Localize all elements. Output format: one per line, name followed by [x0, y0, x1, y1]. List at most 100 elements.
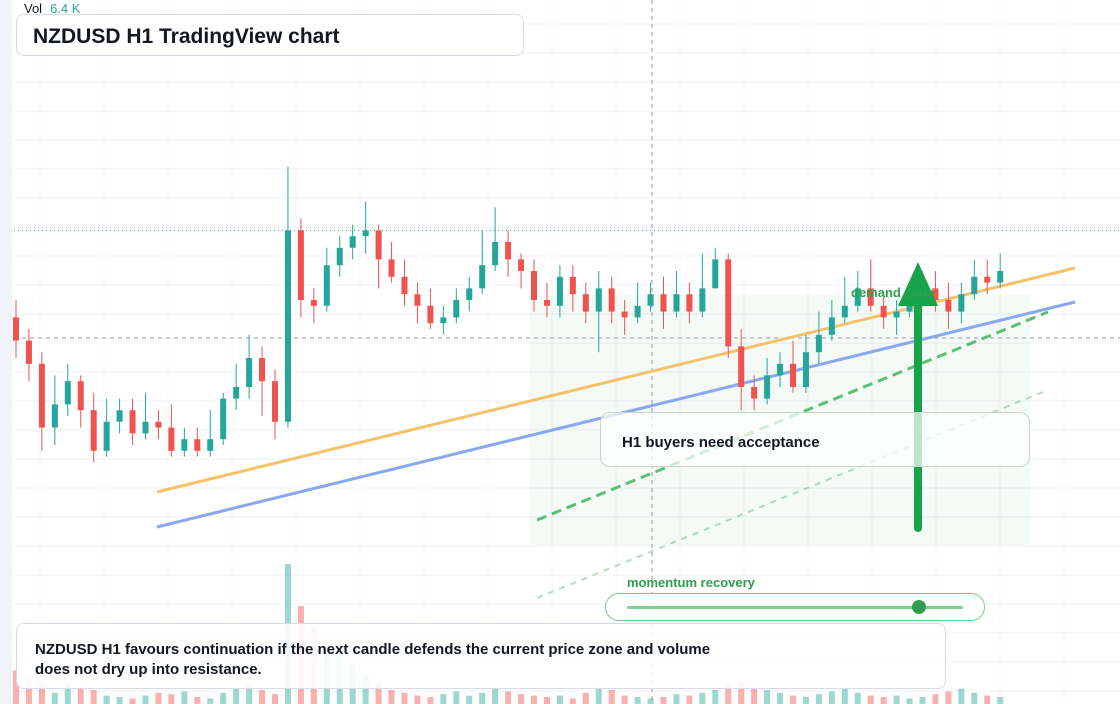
candle-body	[725, 259, 732, 347]
volume-bar	[945, 691, 952, 704]
candle-body	[90, 410, 97, 451]
candle-body	[336, 247, 343, 266]
volume-bar	[531, 695, 537, 704]
candle-body	[181, 439, 188, 451]
candle-body	[880, 305, 887, 318]
volume-bar	[777, 692, 784, 704]
momentum-knob[interactable]	[912, 600, 927, 614]
volume-bar	[103, 695, 110, 704]
momentum-bar	[627, 606, 963, 609]
volume-bar	[673, 694, 680, 704]
candle-body	[51, 404, 58, 428]
candle-body	[854, 288, 861, 306]
volume-bar	[880, 697, 887, 704]
candle-body	[608, 288, 615, 312]
candle-body	[25, 340, 32, 364]
candle-body	[349, 236, 356, 248]
candle-body	[634, 305, 641, 318]
candle-body	[660, 294, 667, 312]
volume-bar	[25, 678, 32, 704]
candle-body	[142, 421, 149, 434]
momentum-label: momentum recovery	[627, 575, 755, 590]
volume-bar	[259, 690, 266, 704]
candle-body	[647, 294, 654, 306]
volume-bar	[621, 695, 628, 704]
volume-bar	[712, 690, 719, 704]
volume-bar	[142, 695, 149, 704]
candle-body	[310, 300, 317, 306]
candle-body	[815, 334, 822, 353]
volume-bar	[414, 695, 421, 704]
volume-bar	[388, 690, 395, 704]
volume-value: 6.4 K	[50, 1, 81, 16]
candle-body	[841, 305, 848, 318]
candle-body	[997, 271, 1004, 283]
candle-body	[867, 288, 874, 306]
volume-bar	[932, 694, 939, 704]
volume-bar	[479, 692, 486, 704]
volume-bar	[51, 692, 58, 704]
candle-body	[971, 276, 978, 295]
candle-body	[284, 230, 291, 422]
candle-body	[38, 363, 45, 428]
volume-bar	[971, 692, 978, 704]
volume-bar	[168, 694, 175, 704]
candle-body	[543, 300, 550, 306]
candle-body	[958, 294, 965, 312]
candle-body	[323, 265, 330, 306]
candle-body	[246, 358, 253, 387]
volume-bar	[13, 670, 19, 704]
chart-title-box: NZDUSD H1 TradingView chart	[16, 14, 524, 56]
volume-bar	[64, 684, 71, 704]
volume-bar	[129, 698, 136, 704]
candle-body	[440, 317, 447, 324]
candle-body	[751, 387, 758, 399]
volume-bar	[595, 687, 602, 704]
volume-bar	[958, 688, 965, 704]
candle-body	[168, 427, 175, 451]
candle-body	[401, 276, 408, 295]
volume-bar	[77, 687, 84, 704]
callout-box: H1 buyers need acceptance	[600, 412, 1030, 467]
volume-bar	[181, 691, 188, 704]
volume-bar	[854, 692, 861, 704]
volume-bar	[569, 698, 576, 704]
candle-body	[155, 421, 162, 428]
volume-bar	[155, 692, 162, 704]
volume-bar	[634, 697, 641, 704]
candle-body	[233, 387, 240, 399]
candle-body	[712, 259, 719, 289]
momentum-slider[interactable]	[605, 593, 985, 621]
volume-bar	[660, 697, 667, 704]
candle-body	[569, 276, 576, 295]
volume-bar	[427, 697, 434, 704]
candle-body	[518, 259, 525, 271]
candle-body	[64, 381, 71, 405]
summary-text: NZDUSD H1 favours continuation if the ne…	[35, 641, 711, 678]
volume-bar	[582, 692, 589, 704]
candle-body	[699, 288, 706, 312]
volume-bar	[492, 688, 499, 704]
candle-body	[582, 294, 589, 312]
candle-body	[453, 300, 460, 318]
candle-body	[984, 276, 991, 283]
volume-bar	[815, 694, 822, 704]
volume-bar	[725, 684, 732, 704]
candle-body	[103, 421, 110, 451]
candle-body	[388, 259, 395, 277]
volume-bar	[272, 694, 278, 704]
volume-bar	[246, 684, 253, 704]
candle-body	[505, 242, 512, 260]
candle-body	[129, 410, 136, 434]
volume-bar	[466, 695, 473, 704]
chart-title: NZDUSD H1 TradingView chart	[33, 25, 340, 48]
volume-bar	[790, 695, 796, 704]
candle-body	[259, 358, 266, 382]
volume-bar	[867, 695, 874, 704]
candle-body	[932, 288, 939, 300]
volume-bar	[841, 688, 848, 704]
volume-bar	[543, 697, 550, 704]
price-axis-strip	[0, 0, 12, 704]
up-arrow-head	[898, 262, 938, 306]
volume-bar	[751, 687, 758, 704]
